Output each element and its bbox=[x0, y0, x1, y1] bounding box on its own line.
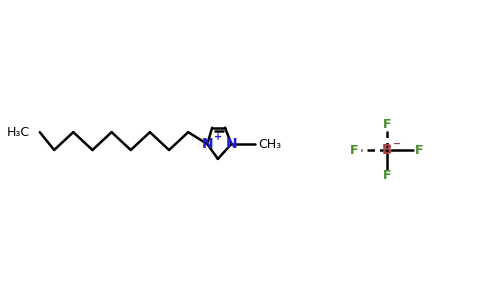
Text: B: B bbox=[381, 143, 392, 157]
Text: H₃C: H₃C bbox=[7, 126, 30, 139]
Text: +: + bbox=[214, 132, 222, 142]
Text: F: F bbox=[415, 143, 424, 157]
Text: F: F bbox=[383, 169, 391, 182]
Text: CH₃: CH₃ bbox=[258, 138, 282, 151]
Text: N: N bbox=[201, 137, 213, 151]
Text: F: F bbox=[383, 118, 391, 131]
Text: −: − bbox=[393, 139, 401, 148]
Text: N: N bbox=[226, 137, 237, 151]
Text: F: F bbox=[350, 143, 359, 157]
